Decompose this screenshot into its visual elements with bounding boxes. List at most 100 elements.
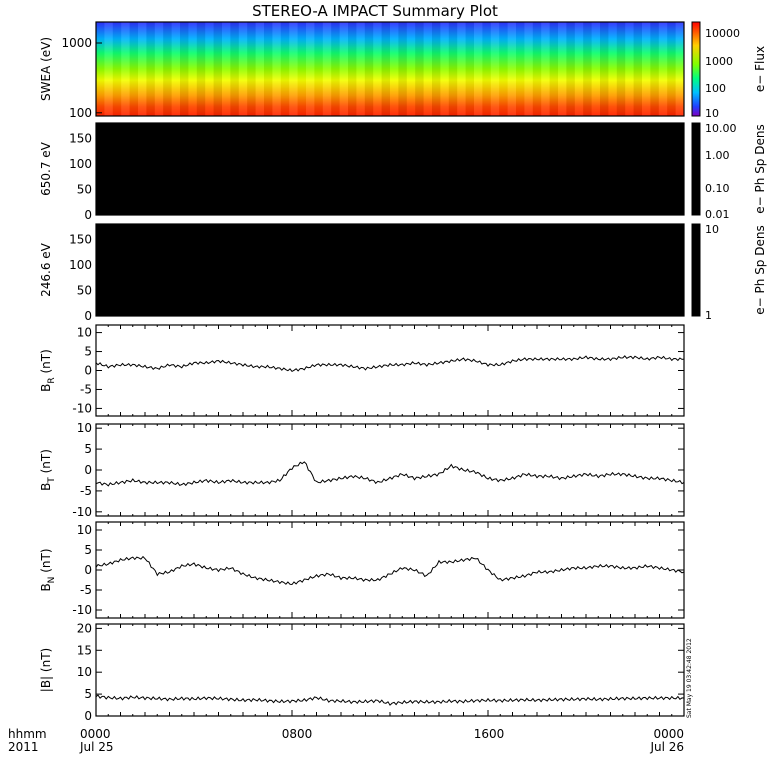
spectrogram-column bbox=[138, 22, 147, 116]
panel-5-ytick: 10 bbox=[77, 523, 92, 537]
panel-3-ylabel: BR (nT) bbox=[39, 349, 57, 392]
spectrogram-column bbox=[457, 22, 466, 116]
spectrogram-column bbox=[608, 22, 617, 116]
panel-1-ytick: 100 bbox=[69, 157, 92, 171]
spectrogram-column bbox=[591, 22, 600, 116]
panel-0-ylabel: SWEA (eV) bbox=[39, 37, 53, 101]
spectrogram-column bbox=[96, 22, 105, 116]
spectrogram-column bbox=[247, 22, 256, 116]
spectrogram-column bbox=[306, 22, 315, 116]
spectrogram-column bbox=[541, 22, 550, 116]
spectrogram-column bbox=[390, 22, 399, 116]
panel-3-frame bbox=[95, 324, 685, 417]
panel-5-ytick: 0 bbox=[84, 563, 92, 577]
panel-6-ytick: 15 bbox=[77, 643, 92, 657]
panel-0-frame bbox=[95, 21, 685, 117]
spectrogram-column bbox=[196, 22, 206, 116]
spectrogram-column bbox=[356, 22, 365, 116]
panel-2-ytick: 150 bbox=[69, 232, 92, 246]
year-label: 2011 bbox=[8, 740, 39, 754]
spectrogram-column bbox=[121, 22, 130, 116]
spectrogram-column bbox=[633, 22, 642, 116]
colorbar-0-tick: 100 bbox=[705, 82, 726, 95]
spectrogram-column bbox=[499, 22, 508, 116]
spectrogram-column bbox=[238, 22, 248, 116]
panel-2-frame bbox=[95, 223, 685, 317]
colorbar-1-tick: 10.00 bbox=[705, 122, 737, 135]
spectrogram-column bbox=[566, 22, 575, 116]
colorbar-0-tick: 10000 bbox=[705, 27, 740, 40]
spectrogram-column bbox=[574, 22, 584, 116]
panel-4-ytick: 5 bbox=[84, 442, 92, 456]
spectrogram-column bbox=[129, 22, 138, 116]
spectrogram-column bbox=[104, 22, 113, 116]
spectrogram-column bbox=[490, 22, 500, 116]
panel-6-ytick: 5 bbox=[84, 687, 92, 701]
colorbar-1-tick: 1.00 bbox=[705, 149, 730, 162]
spectrogram-column bbox=[213, 22, 222, 116]
spectrogram-column bbox=[440, 22, 449, 116]
spectrogram-column bbox=[600, 22, 609, 116]
panel-3-ytick: -10 bbox=[72, 401, 92, 415]
colorbar-0-tick: 1000 bbox=[705, 55, 733, 68]
spectrogram-column bbox=[381, 22, 390, 116]
spectrogram-column bbox=[616, 22, 626, 116]
spectrogram-column bbox=[625, 22, 634, 116]
panel-4-series-line bbox=[95, 461, 685, 487]
panel-2-ylabel: 246.6 eV bbox=[39, 242, 53, 297]
spectrogram-column bbox=[280, 22, 290, 116]
x-tick-0000-end: 0000 bbox=[653, 727, 684, 741]
panel-5-ytick: -5 bbox=[80, 583, 92, 597]
panel-1-colorbar bbox=[691, 122, 701, 216]
spectrogram-column bbox=[180, 22, 189, 116]
panel-2-spectrogram bbox=[96, 224, 684, 316]
spectrogram-column bbox=[146, 22, 155, 116]
spectrogram-column bbox=[524, 22, 533, 116]
spectrogram-column bbox=[339, 22, 348, 116]
spectrogram-column bbox=[432, 22, 441, 116]
spectrogram-column bbox=[348, 22, 357, 116]
panel-0-colorbar bbox=[691, 21, 701, 117]
panel-2-ytick: 50 bbox=[77, 283, 92, 297]
panel-4-frame bbox=[95, 423, 685, 517]
time-axis: hhmm 2011 0000 Jul 25 0800 1600 0000 Jul… bbox=[8, 727, 684, 754]
panel-1-ylabel: 650.7 eV bbox=[39, 141, 53, 196]
panel-1-ytick: 150 bbox=[69, 131, 92, 145]
spectrogram-column bbox=[398, 22, 407, 116]
spectrogram-column bbox=[642, 22, 651, 116]
spectrogram-column bbox=[558, 22, 567, 116]
spectrogram-column bbox=[314, 22, 323, 116]
spectrogram-column bbox=[465, 22, 474, 116]
panel-0-ytick: 100 bbox=[69, 106, 92, 120]
spectrogram-column bbox=[667, 22, 676, 116]
hhmm-label: hhmm bbox=[8, 727, 47, 741]
spectrogram-column bbox=[264, 22, 273, 116]
spectrogram-column bbox=[406, 22, 416, 116]
x-tick-0800: 0800 bbox=[282, 727, 313, 741]
panel-2-ytick: 100 bbox=[69, 258, 92, 272]
spectrogram-column bbox=[171, 22, 180, 116]
panel-4-ytick: 10 bbox=[77, 421, 92, 435]
panel-4-ytick: -10 bbox=[72, 505, 92, 519]
panel-5-ytick: -10 bbox=[72, 603, 92, 617]
panel-5-series-line bbox=[95, 555, 685, 586]
panel-6-frame bbox=[95, 623, 685, 717]
colorbar-0-tick: 10 bbox=[705, 107, 719, 120]
panel-2-ytick: 0 bbox=[84, 309, 92, 323]
colorbar-1-label: e− Ph Sp Dens bbox=[753, 124, 767, 213]
spectrogram-column bbox=[205, 22, 214, 116]
date-end-label: Jul 26 bbox=[649, 740, 684, 754]
spectrogram-column bbox=[373, 22, 382, 116]
spectrogram-column bbox=[415, 22, 424, 116]
x-tick-1600: 1600 bbox=[474, 727, 505, 741]
panel-1-spectrogram bbox=[96, 123, 684, 215]
spectrogram-column bbox=[482, 22, 491, 116]
spectrogram-column bbox=[650, 22, 659, 116]
spectrogram-column bbox=[448, 22, 458, 116]
colorbar-1-tick: 0.01 bbox=[705, 208, 730, 221]
timestamp-label: Sat May 19 03:42:48 2012 bbox=[686, 638, 693, 718]
panel-4-ytick: 0 bbox=[84, 463, 92, 477]
panel-6-ytick: 10 bbox=[77, 665, 92, 679]
spectrogram-column bbox=[675, 22, 684, 116]
spectrogram-column bbox=[289, 22, 298, 116]
